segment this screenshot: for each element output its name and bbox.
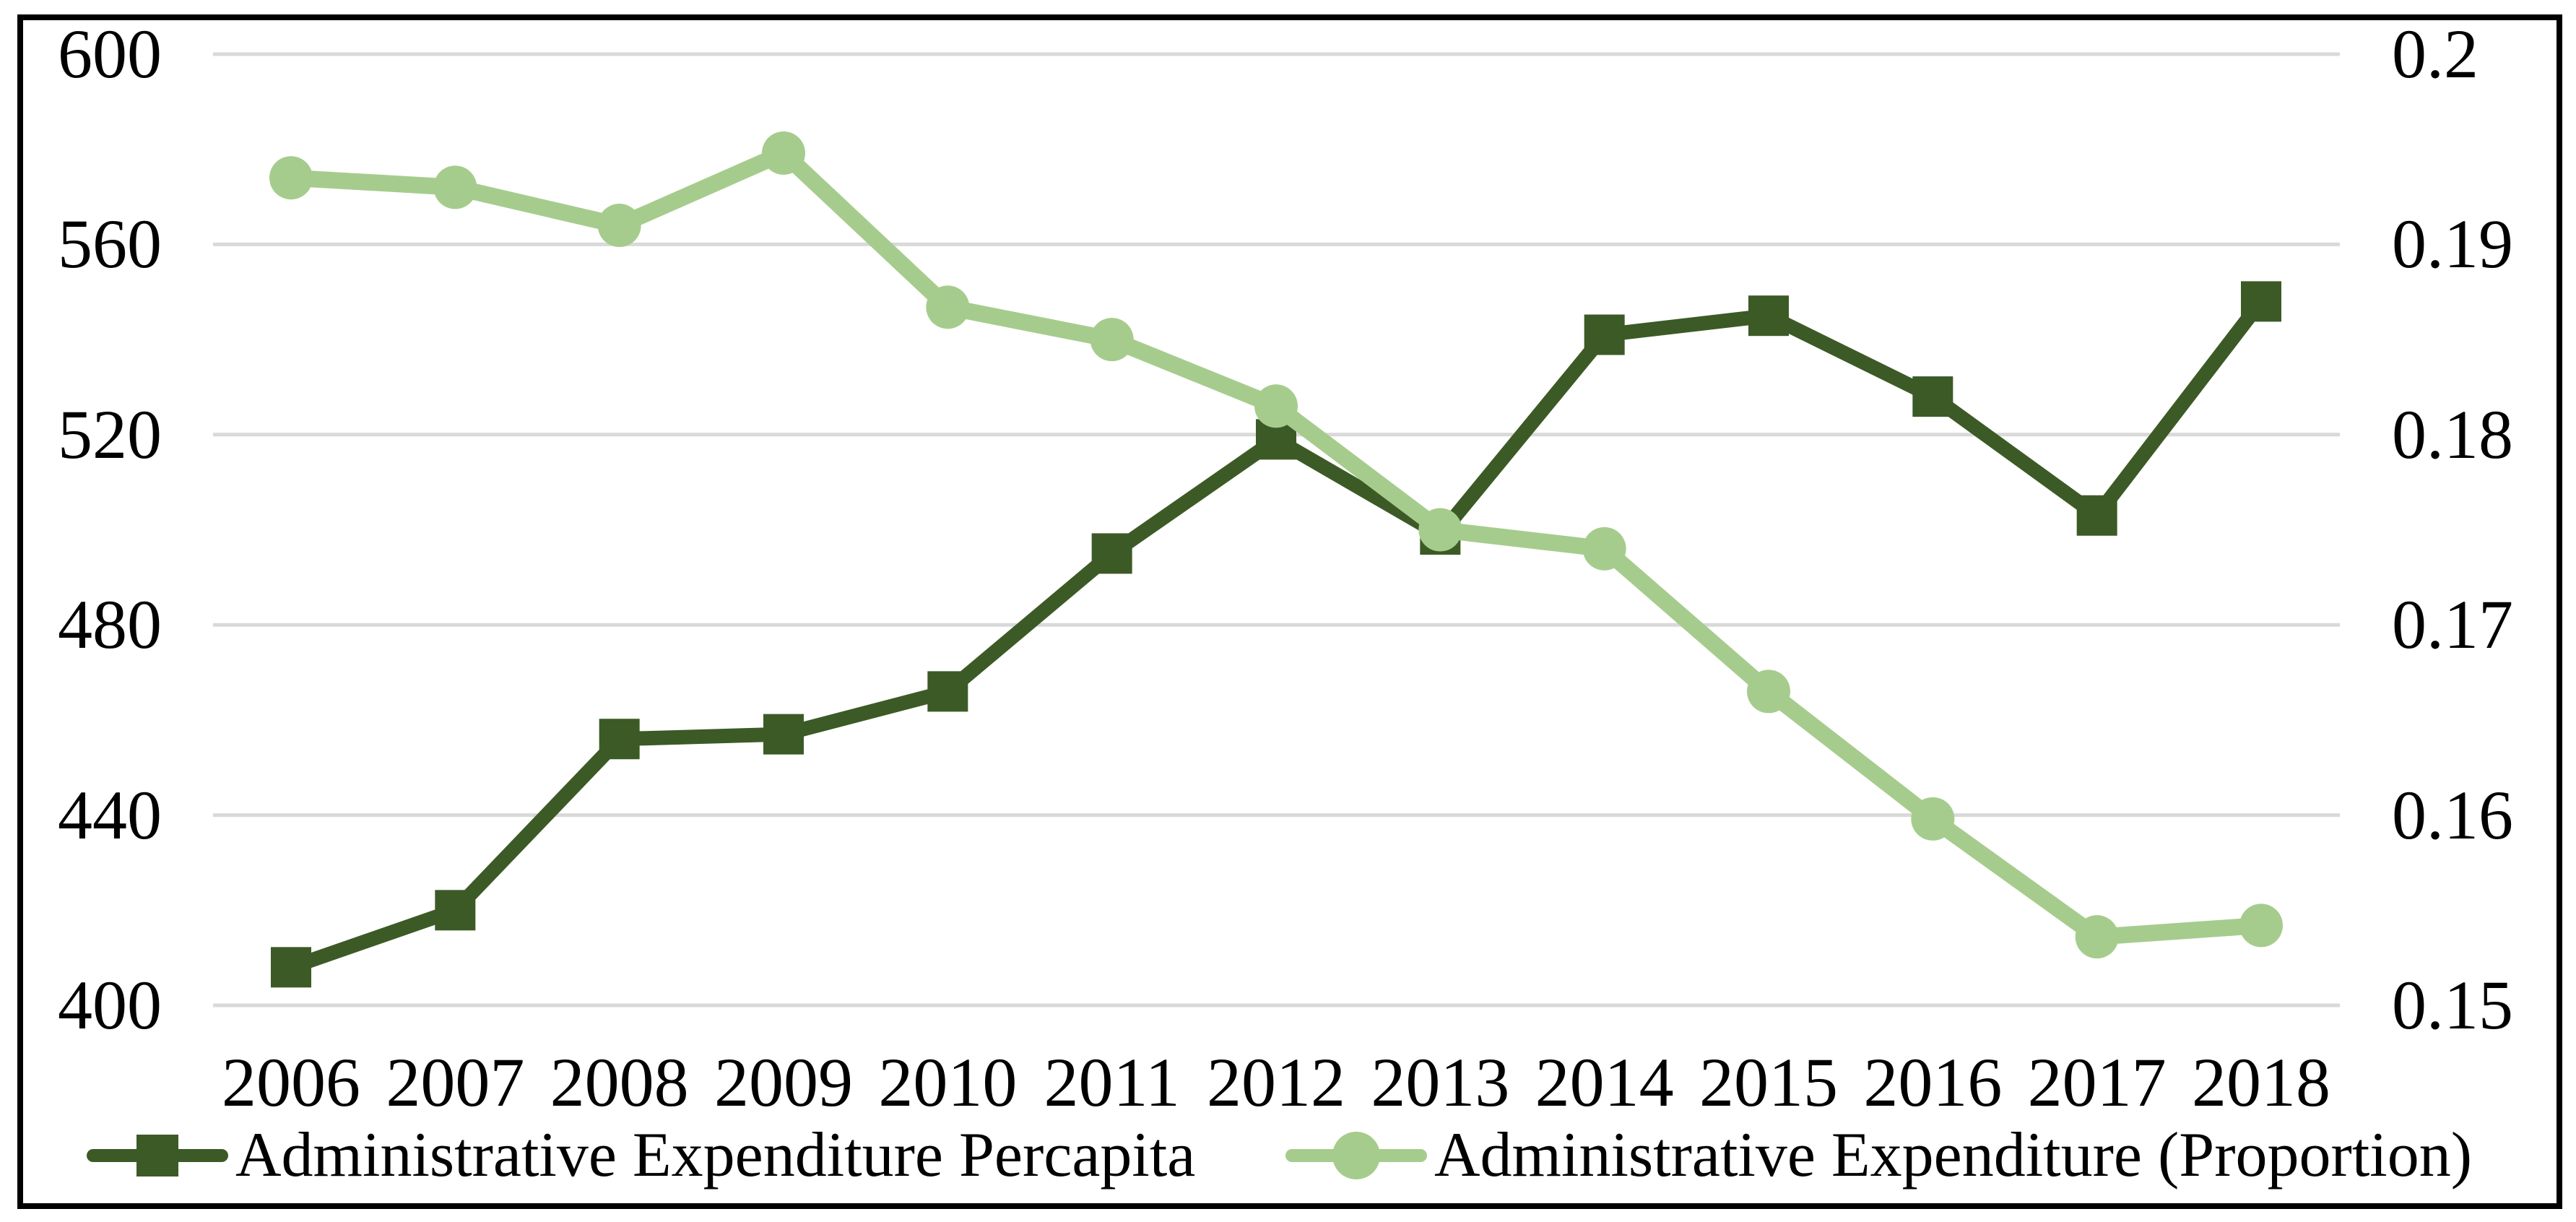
marker-circle-2017	[2075, 915, 2119, 959]
marker-square-2009	[763, 714, 804, 755]
marker-square-2008	[599, 719, 640, 760]
proportion-legend-marker-icon	[1285, 1132, 1427, 1179]
x-axis-label-2013: 2013	[1371, 1044, 1510, 1121]
x-axis-label-2015: 2015	[1699, 1044, 1838, 1121]
marker-square-2017	[2076, 495, 2117, 536]
left-axis-tick-440: 440	[58, 776, 162, 854]
legend-label-percapita: Administrative Expenditure Percapita	[235, 1120, 1196, 1190]
marker-square-2006	[271, 947, 311, 988]
marker-circle-2008	[597, 204, 641, 248]
marker-circle-2014	[1582, 526, 1626, 571]
marker-circle-2006	[269, 156, 313, 200]
marker-square-2018	[2241, 281, 2281, 322]
right-axis-tick-0.16: 0.16	[2392, 776, 2513, 854]
x-axis-label-2007: 2007	[386, 1044, 525, 1121]
marker-circle-2013	[1418, 508, 1462, 552]
percapita-legend-marker-icon	[87, 1135, 228, 1176]
marker-square-2015	[1748, 295, 1789, 337]
figure-border	[17, 14, 2562, 1209]
left-axis-tick-400: 400	[58, 966, 162, 1044]
marker-square-2014	[1584, 314, 1625, 355]
x-axis-label-2011: 2011	[1044, 1044, 1180, 1121]
x-axis-label-2016: 2016	[1863, 1044, 2003, 1121]
x-axis-label-2014: 2014	[1535, 1044, 1674, 1121]
marker-square-2010	[927, 671, 968, 712]
right-axis-tick-0.2: 0.2	[2392, 15, 2479, 92]
marker-circle-2009	[762, 131, 805, 175]
left-axis-tick-480: 480	[58, 586, 162, 664]
left-axis-tick-600: 600	[58, 15, 162, 92]
right-axis-tick-0.17: 0.17	[2392, 586, 2513, 664]
left-axis-tick-560: 560	[58, 205, 162, 283]
x-axis-label-2008: 2008	[550, 1044, 689, 1121]
legend-square-icon	[136, 1135, 178, 1176]
marker-circle-2015	[1747, 670, 1790, 714]
left-axis-tick-520: 520	[58, 395, 162, 473]
marker-circle-2018	[2239, 904, 2283, 948]
x-axis-label-2006: 2006	[222, 1044, 360, 1121]
legend-item-proportion: Administrative Expenditure (Proportion)	[1284, 1116, 2472, 1195]
x-axis-label-2010: 2010	[878, 1044, 1018, 1121]
right-axis-tick-0.15: 0.15	[2392, 966, 2513, 1044]
right-axis-tick-0.19: 0.19	[2392, 205, 2513, 283]
x-axis-label-2012: 2012	[1207, 1044, 1345, 1121]
legend-label-proportion: Administrative Expenditure (Proportion)	[1434, 1120, 2473, 1190]
series-line-1	[282, 144, 2270, 945]
legend-item-percapita: Administrative Expenditure Percapita	[85, 1116, 1195, 1195]
marker-circle-2007	[433, 165, 477, 209]
x-axis-label-2009: 2009	[714, 1044, 853, 1121]
right-axis-tick-0.18: 0.18	[2392, 395, 2513, 473]
marker-square-2011	[1091, 533, 1132, 574]
x-axis-label-2017: 2017	[2027, 1044, 2167, 1121]
marker-circle-2012	[1254, 384, 1298, 428]
marker-circle-2010	[926, 285, 970, 329]
marker-circle-2016	[1911, 797, 1955, 841]
marker-square-2007	[435, 890, 476, 931]
marker-square-2016	[1912, 376, 1953, 417]
legend-circle-icon	[1332, 1132, 1380, 1179]
marker-circle-2011	[1090, 318, 1134, 362]
x-axis-label-2018: 2018	[2192, 1044, 2330, 1121]
